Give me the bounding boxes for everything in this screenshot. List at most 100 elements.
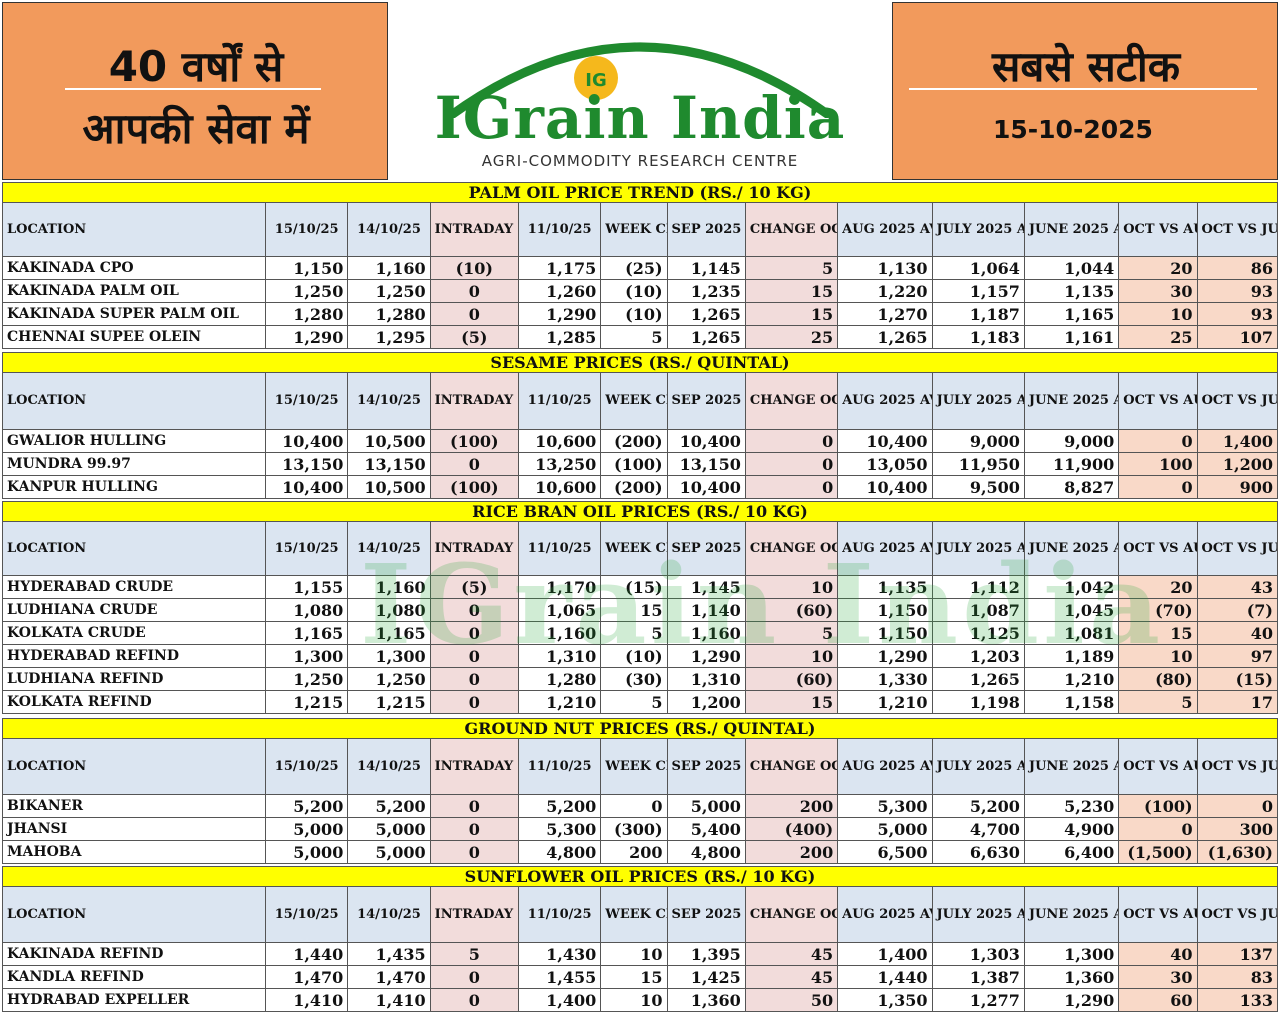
- column-header: INTRADAY CHANGE CHANGE: [429, 521, 519, 576]
- column-header: JULY 2025 AVERGAE: [931, 886, 1025, 943]
- value-cell: 1,265: [837, 325, 933, 349]
- value-cell: 1,200: [1196, 452, 1279, 476]
- location-cell: KAKINADA SUPER PALM OIL: [1, 302, 267, 326]
- divider: [909, 88, 1257, 90]
- value-cell: 10: [600, 988, 668, 1012]
- column-header: 14/10/25: [347, 521, 431, 576]
- price-table: SUNFLOWER OIL PRICES (RS./ 10 KG) LOCATIO…: [2, 866, 1279, 1012]
- value-cell: (100): [1118, 794, 1198, 818]
- value-cell: 1,360: [1023, 965, 1120, 989]
- value-cell: (100): [600, 452, 668, 476]
- location-cell: BIKANER: [1, 794, 267, 818]
- value-cell: (200): [600, 475, 668, 499]
- column-header: LOCATION: [1, 738, 267, 795]
- value-cell: 1,250: [347, 667, 431, 691]
- value-cell: 15: [600, 598, 668, 622]
- value-cell: 1,330: [837, 667, 933, 691]
- value-cell: 20: [1118, 256, 1198, 280]
- column-header: OCT VS AUG: [1118, 521, 1198, 576]
- value-cell: (1,500): [1118, 840, 1198, 864]
- value-cell: 1,187: [931, 302, 1025, 326]
- value-cell: 1,045: [1023, 598, 1120, 622]
- section-title: SUNFLOWER OIL PRICES (RS./ 10 KG): [2, 866, 1278, 887]
- column-header: 14/10/25: [347, 886, 431, 943]
- value-cell: 83: [1196, 965, 1279, 989]
- value-cell: 1,189: [1023, 644, 1120, 668]
- value-cell: 10,400: [666, 429, 746, 453]
- table-row: HYDERABAD REFIND 1,300 1,300 0 1,310 (10) 1,29…: [2, 644, 1279, 668]
- value-cell: 4,800: [517, 840, 602, 864]
- value-cell: 0: [429, 598, 519, 622]
- value-cell: (10): [600, 644, 668, 668]
- table-row: LUDHIANA REFIND 1,250 1,250 0 1,280 (30) 1,310…: [2, 667, 1279, 691]
- column-header: WEEK CHANGE: [600, 202, 668, 257]
- column-header: INTRADAY CHANGE CHANGE: [429, 886, 519, 943]
- value-cell: 5,000: [347, 817, 431, 841]
- value-cell: 17: [1196, 690, 1279, 714]
- column-header: LOCATION: [1, 202, 267, 257]
- column-header: LOCATION: [2, 521, 266, 576]
- column-header: SEP 2025 AVERAGE: [666, 202, 746, 257]
- value-cell: 1,080: [347, 598, 431, 622]
- report-date: 15-10-2025: [993, 115, 1153, 144]
- column-header: AUG 2025 AVERAGE: [837, 886, 933, 943]
- value-cell: 0: [429, 965, 519, 989]
- logo-badge: IG: [585, 70, 606, 91]
- value-cell: 1,300: [264, 644, 349, 668]
- value-cell: (70): [1118, 598, 1198, 622]
- column-header: JUNE 2025 AVERGAE: [1023, 372, 1120, 430]
- column-header: OCT VS JULY: [1196, 372, 1279, 430]
- location-cell: KAKINADA REFIND: [2, 942, 266, 966]
- column-header: OCT VS AUG: [1118, 202, 1198, 257]
- value-cell: 1,290: [265, 325, 349, 349]
- value-cell: 13,150: [265, 452, 349, 476]
- value-cell: 5,000: [265, 840, 349, 864]
- value-cell: 10: [1118, 644, 1198, 668]
- value-cell: 1,350: [837, 988, 933, 1012]
- value-cell: (400): [744, 817, 839, 841]
- value-cell: 10,400: [666, 475, 746, 499]
- column-header: CHANGE OCT VS SEPT: [744, 372, 839, 430]
- value-cell: 9,500: [931, 475, 1025, 499]
- value-cell: 1,157: [931, 279, 1025, 303]
- table-row: JHANSI 5,000 5,000 0 5,300 (300) 5,400 (400) 5,0…: [1, 817, 1279, 841]
- value-cell: 1,042: [1023, 575, 1120, 599]
- column-header: JULY 2025 AVERGAE: [931, 521, 1025, 576]
- value-cell: (10): [600, 279, 668, 303]
- value-cell: 0: [1196, 794, 1279, 818]
- value-cell: 5: [600, 690, 668, 714]
- value-cell: 0: [744, 452, 839, 476]
- value-cell: 10: [1118, 302, 1198, 326]
- column-header: LOCATION: [2, 886, 266, 943]
- value-cell: 1,425: [666, 965, 746, 989]
- value-cell: 1,440: [837, 965, 933, 989]
- table-row: KOLKATA CRUDE 1,165 1,165 0 1,160 5 1,160 5 1,15…: [2, 621, 1279, 645]
- value-cell: (30): [600, 667, 668, 691]
- section-title: RICE BRAN OIL PRICES (RS./ 10 KG): [2, 501, 1278, 522]
- value-cell: 5,300: [517, 817, 602, 841]
- value-cell: 25: [744, 325, 839, 349]
- igrain-logo: IG IGrain India AGRI-COMMODITY RESEARCH …: [390, 0, 890, 182]
- value-cell: 10,500: [347, 429, 431, 453]
- value-cell: 93: [1196, 279, 1279, 303]
- value-cell: 1,165: [1023, 302, 1120, 326]
- value-cell: 30: [1118, 279, 1198, 303]
- column-header: CHANGE OCT VS SEPT: [744, 886, 839, 943]
- table-row: GWALIOR HULLING 10,400 10,500 (100) 10,600 (2…: [1, 429, 1279, 453]
- column-header: CHANGE OCT VS SEPT: [744, 202, 839, 257]
- location-cell: JHANSI: [1, 817, 267, 841]
- column-header: LOCATION: [1, 372, 267, 430]
- column-header: CHANGE OCT VS SEPT: [744, 521, 839, 576]
- column-header: JUNE 2025 AVERGAE: [1023, 886, 1120, 943]
- value-cell: 1,198: [931, 690, 1025, 714]
- value-cell: 30: [1118, 965, 1198, 989]
- location-cell: KAKINADA PALM OIL: [1, 279, 267, 303]
- value-cell: 1,470: [347, 965, 431, 989]
- value-cell: 5,000: [666, 794, 746, 818]
- location-cell: CHENNAI SUPEE OLEIN: [1, 325, 267, 349]
- value-cell: 5,300: [837, 794, 933, 818]
- value-cell: 86: [1196, 256, 1279, 280]
- value-cell: 1,470: [264, 965, 349, 989]
- value-cell: 107: [1196, 325, 1279, 349]
- table-row: HYDRABAD EXPELLER 1,410 1,410 0 1,400 10 1,360…: [2, 988, 1279, 1012]
